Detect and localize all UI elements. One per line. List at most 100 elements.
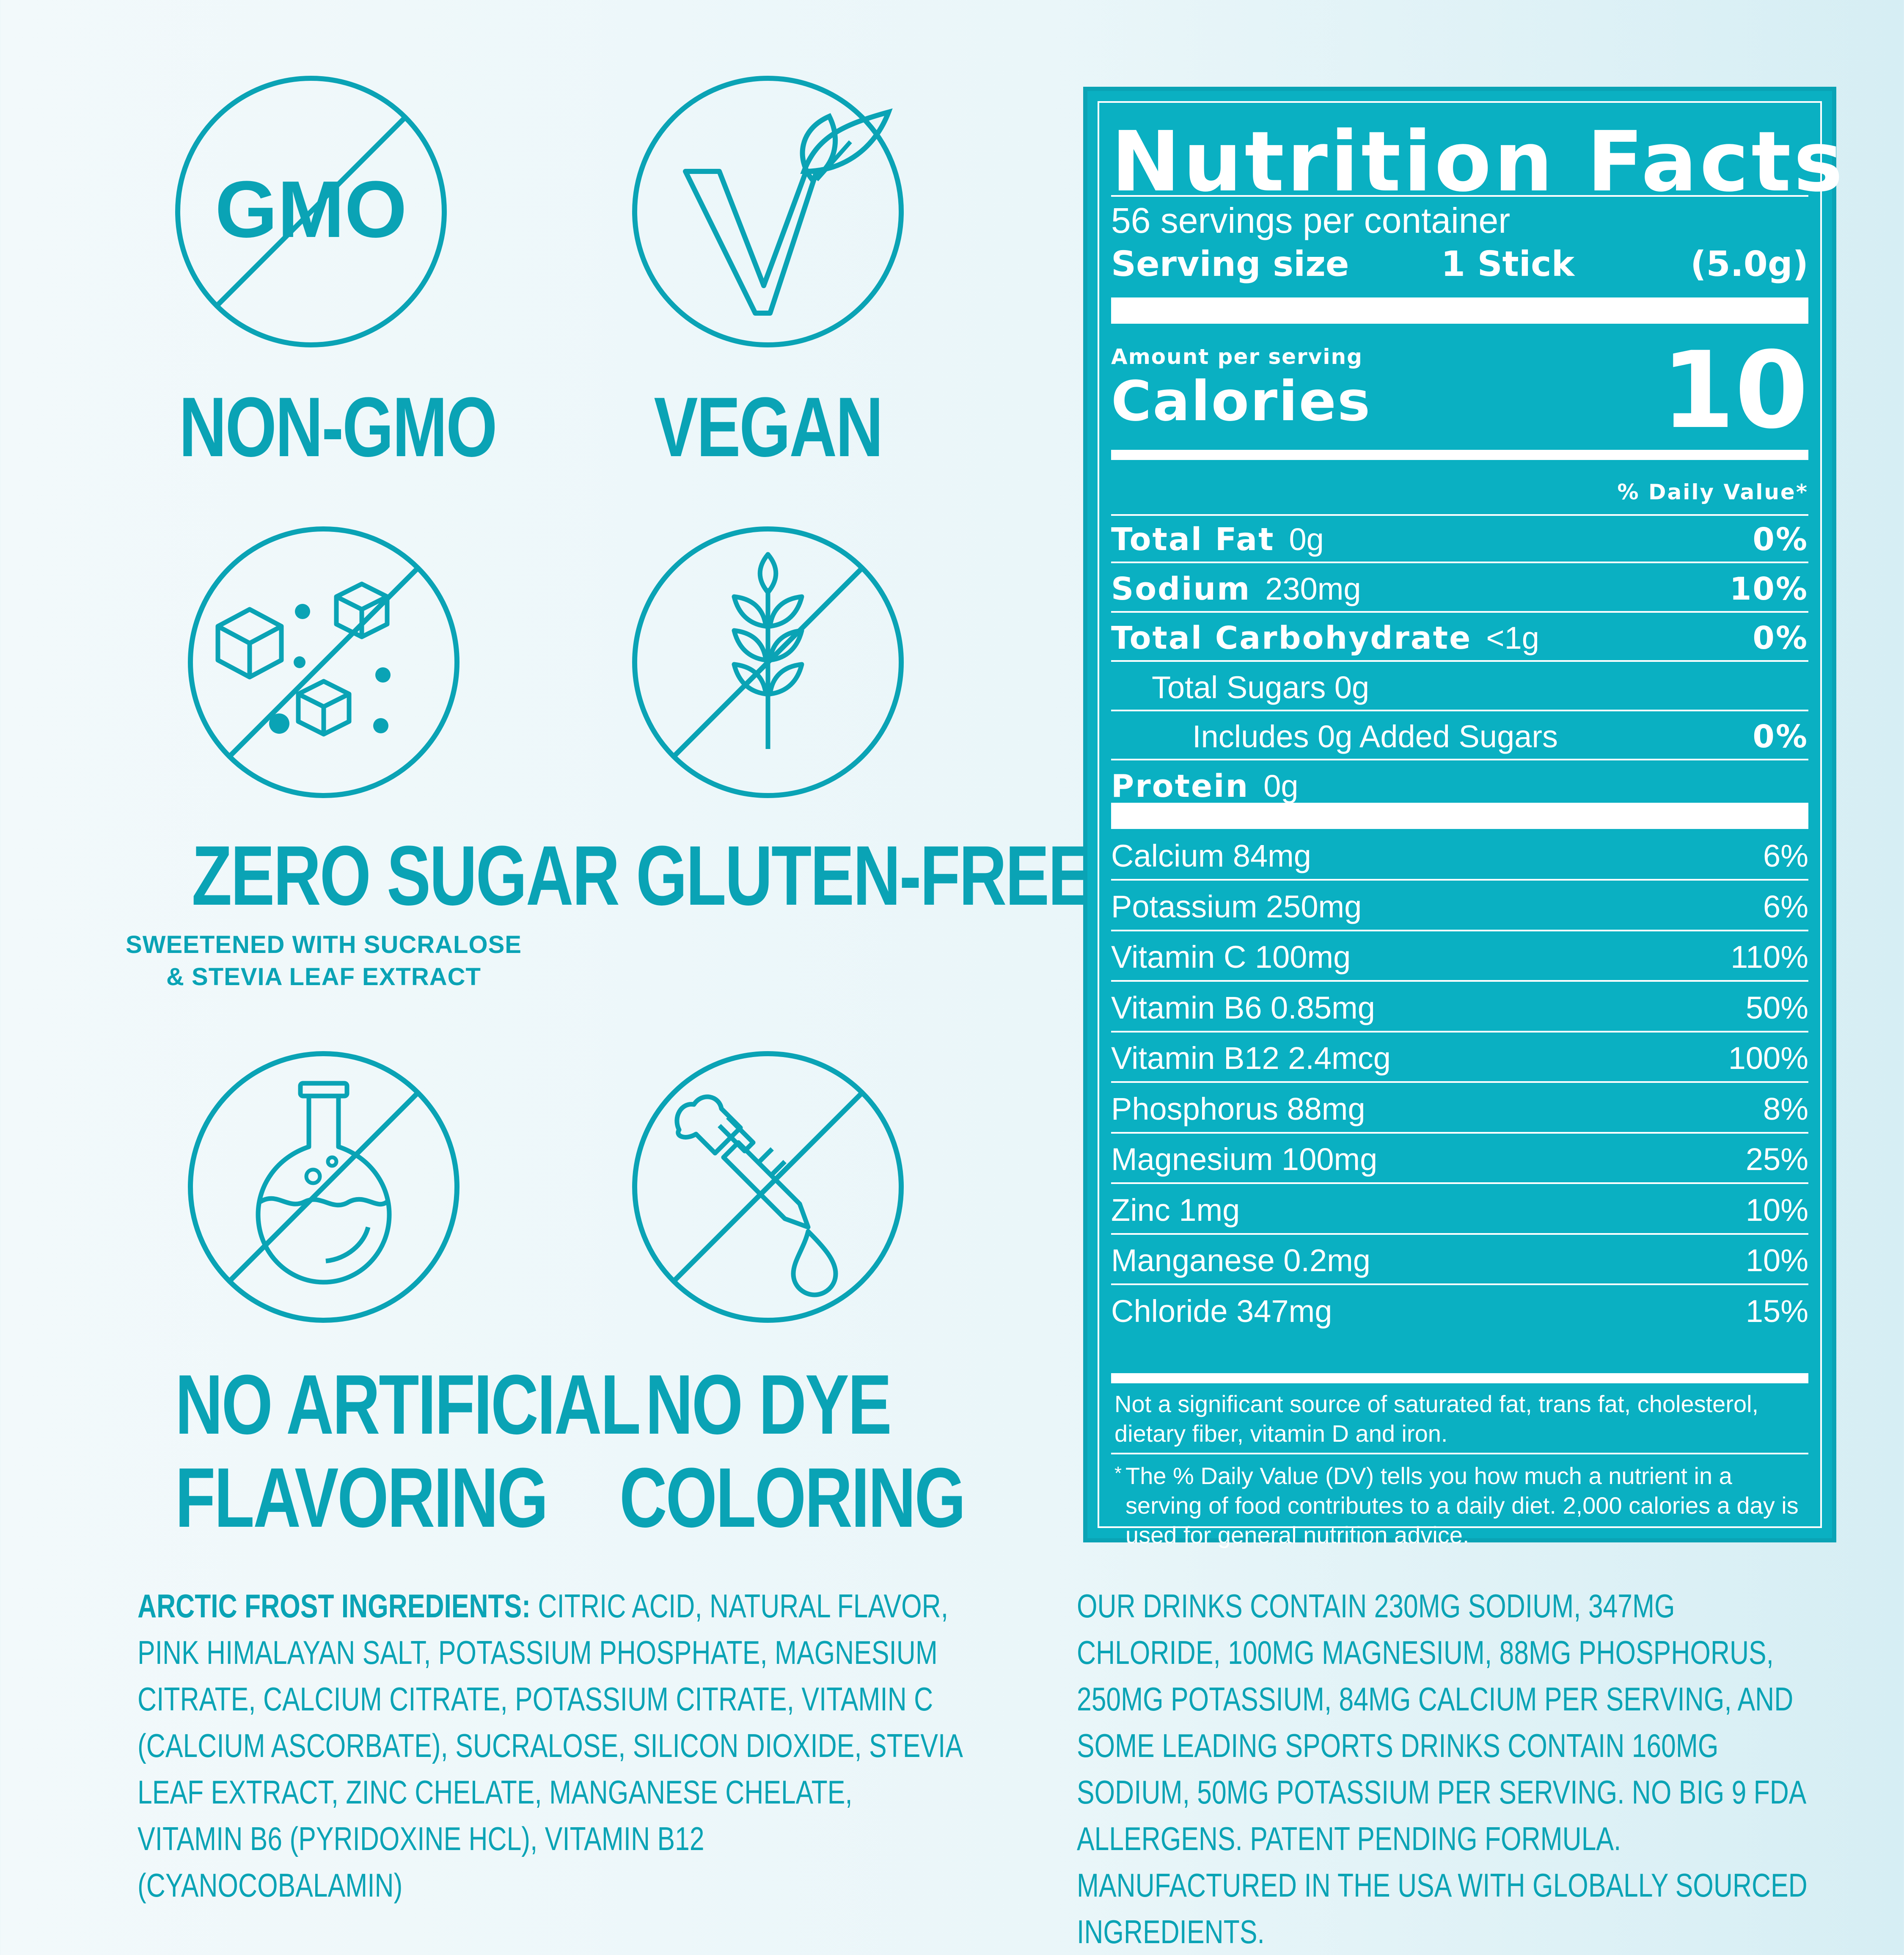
row-divider: [1111, 1182, 1808, 1184]
micronutrient-daily-value: 50%: [1745, 990, 1808, 1025]
nutrient-amount: 0g: [1289, 522, 1324, 557]
no-artificial-flavoring-icon: [186, 1049, 461, 1324]
nutrient-row: Includes 0g Added Sugars 0%: [1111, 713, 1808, 760]
micronutrient-row: Manganese 0.2mg 10%: [1111, 1236, 1808, 1285]
row-divider: [1111, 1081, 1808, 1083]
micronutrient-row: Chloride 347mg 15%: [1111, 1287, 1808, 1336]
divider: [1111, 1453, 1808, 1454]
non-gmo-icon: GMO: [173, 74, 448, 349]
ingredients-block: ARCTIC FROST INGREDIENTS: CITRIC ACID, N…: [138, 1583, 963, 1908]
zero-sugar-subtitle-1: SWEETENED WITH SUCRALOSE: [126, 931, 522, 958]
thick-divider: [1111, 297, 1808, 324]
gluten-free-icon: [630, 525, 905, 800]
micronutrient-daily-value: 25%: [1745, 1142, 1808, 1177]
calories-value: 10: [1661, 329, 1808, 452]
no-artificial-label-line1: NO ARTIFICIAL: [175, 1357, 641, 1452]
micronutrient-daily-value: 10%: [1745, 1243, 1808, 1278]
micronutrient-name: Zinc 1mg: [1111, 1192, 1240, 1228]
nutrient-amount: <1g: [1486, 620, 1539, 655]
micronutrient-daily-value: 6%: [1763, 889, 1808, 924]
row-divider: [1111, 759, 1808, 760]
calories-label: Calories: [1111, 369, 1372, 433]
micronutrient-row: Potassium 250mg 6%: [1111, 882, 1808, 931]
non-gmo-label: NON-GMO: [179, 380, 498, 474]
no-dye-label-line1: NO DYE: [645, 1357, 892, 1452]
gmo-icon-text: GMO: [215, 165, 407, 254]
ingredients-text: CITRIC ACID, NATURAL FLAVOR, PINK HIMALA…: [138, 1587, 962, 1904]
micronutrient-daily-value: 15%: [1745, 1293, 1808, 1329]
row-divider: [1111, 980, 1808, 982]
micronutrient-name: Vitamin B6 0.85mg: [1111, 990, 1375, 1025]
micronutrient-name: Chloride 347mg: [1111, 1293, 1332, 1329]
row-divider: [1111, 1132, 1808, 1134]
micronutrient-row: Magnesium 100mg 25%: [1111, 1135, 1808, 1184]
gluten-free-label: GLUTEN-FREE: [636, 829, 1092, 923]
footnote-asterisk: *: [1114, 1463, 1122, 1484]
servings-per-container: 56 servings per container: [1111, 201, 1511, 240]
row-divider: [1111, 660, 1808, 662]
micronutrient-name: Manganese 0.2mg: [1111, 1243, 1370, 1278]
nutrition-facts-border: Nutrition Facts 56 servings per containe…: [1098, 101, 1843, 1548]
serving-size-weight: (5.0g): [1690, 244, 1808, 284]
row-divider: [1111, 562, 1808, 563]
micronutrient-row: Vitamin B6 0.85mg 50%: [1111, 983, 1808, 1033]
micronutrient-row: Calcium 84mg 6%: [1111, 832, 1808, 881]
nutrient-row: Sodium 230mg 10%: [1111, 565, 1808, 613]
zero-sugar-label: ZERO SUGAR: [192, 829, 620, 923]
no-artificial-label-line2: FLAVORING: [175, 1451, 548, 1545]
micronutrient-daily-value: 6%: [1763, 838, 1808, 873]
row-divider: [1111, 1233, 1808, 1235]
micronutrient-daily-value: 8%: [1763, 1091, 1808, 1126]
row-divider: [1111, 929, 1808, 931]
nutrient-daily-value: 0%: [1753, 719, 1808, 755]
micronutrient-name: Potassium 250mg: [1111, 889, 1362, 924]
amount-per-serving: Amount per serving: [1111, 344, 1363, 369]
row-divider: [1111, 709, 1808, 711]
micronutrient-daily-value: 10%: [1745, 1192, 1808, 1228]
nutrient-row: Protein 0g: [1111, 763, 1808, 810]
nutrient-row: Total Fat 0g 0%: [1111, 516, 1808, 563]
nutrient-name: Sodium: [1111, 570, 1251, 607]
no-dye-coloring-icon: [630, 1049, 905, 1324]
daily-value-header: % Daily Value*: [1617, 480, 1808, 504]
micronutrient-row: Vitamin B12 2.4mcg 100%: [1111, 1034, 1808, 1083]
nutrient-name: Includes 0g Added Sugars: [1192, 719, 1558, 754]
micronutrient-row: Zinc 1mg 10%: [1111, 1186, 1808, 1235]
micronutrient-daily-value: 100%: [1728, 1041, 1808, 1076]
divider: [1111, 195, 1808, 197]
medium-divider: [1111, 1373, 1808, 1383]
claims-text: OUR DRINKS CONTAIN 230MG SODIUM, 347MG C…: [1077, 1587, 1808, 1950]
nutrient-daily-value: 0%: [1753, 620, 1808, 656]
nutrient-amount: 0g: [1263, 768, 1299, 804]
no-dye-label-line2: COLORING: [619, 1451, 966, 1545]
footnote-daily-value: * The % Daily Value (DV) tells you how m…: [1114, 1461, 1808, 1550]
serving-size-label: Serving size: [1111, 244, 1349, 284]
claims-block: OUR DRINKS CONTAIN 230MG SODIUM, 347MG C…: [1077, 1583, 1825, 1955]
row-divider: [1111, 879, 1808, 881]
nutrient-name: Total Carbohydrate: [1111, 620, 1472, 656]
serving-size-row: Serving size 1 Stick (5.0g): [1111, 242, 1808, 286]
footnote-significant-source: Not a significant source of saturated fa…: [1114, 1391, 1759, 1447]
row-divider: [1111, 1283, 1808, 1285]
medium-divider: [1111, 450, 1808, 460]
nutrient-row: Total Carbohydrate <1g 0%: [1111, 614, 1808, 662]
micronutrient-name: Magnesium 100mg: [1111, 1142, 1378, 1177]
nutrient-name: Total Sugars 0g: [1152, 669, 1370, 705]
thick-divider: [1111, 803, 1808, 829]
nutrient-row: Total Sugars 0g: [1111, 664, 1808, 711]
micronutrient-daily-value: 110%: [1731, 939, 1808, 975]
micronutrient-name: Calcium 84mg: [1111, 838, 1311, 873]
micronutrient-row: Vitamin C 100mg 110%: [1111, 933, 1808, 982]
footnote-daily-value-text: The % Daily Value (DV) tells you how muc…: [1125, 1462, 1799, 1548]
ingredients-heading: ARCTIC FROST INGREDIENTS:: [138, 1587, 531, 1625]
nutrient-name: Total Fat: [1111, 521, 1275, 558]
nutrient-name: Protein: [1111, 768, 1249, 804]
row-divider: [1111, 1030, 1808, 1033]
vegan-icon: [630, 74, 905, 349]
serving-size-amount: 1 Stick: [1441, 244, 1575, 284]
nutrient-daily-value: 0%: [1753, 521, 1808, 558]
zero-sugar-icon: [186, 525, 461, 800]
nutrition-facts-panel: Nutrition Facts 56 servings per containe…: [1083, 87, 1843, 1548]
vegan-label: VEGAN: [654, 380, 883, 474]
micronutrient-name: Vitamin B12 2.4mcg: [1111, 1041, 1391, 1076]
